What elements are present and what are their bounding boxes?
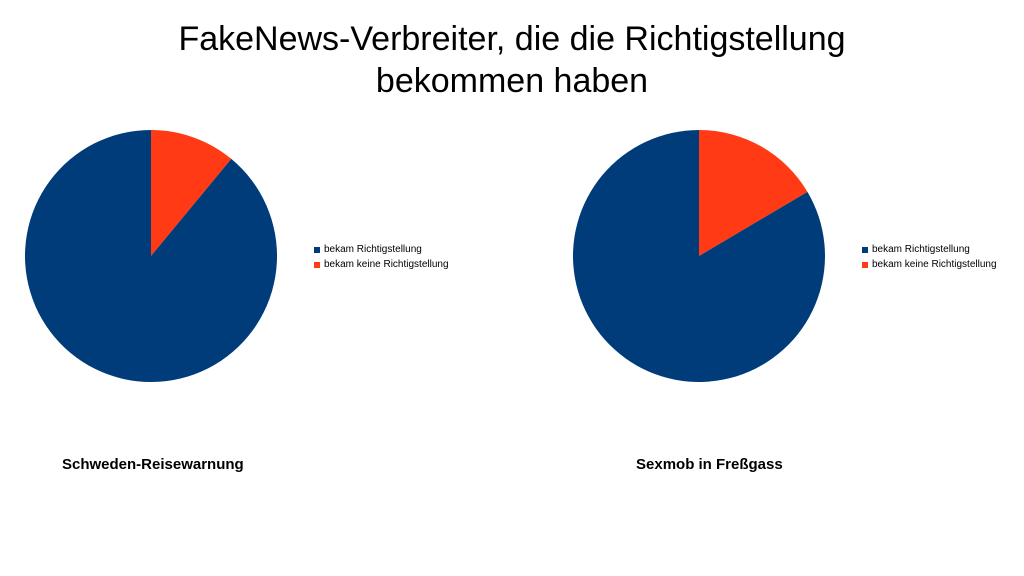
legend-label: bekam Richtigstellung bbox=[324, 244, 422, 255]
legend-label: bekam Richtigstellung bbox=[872, 244, 970, 255]
pie-chart-schweden: bekam Richtigstellung bekam keine Richti… bbox=[0, 120, 512, 410]
pie-slice bbox=[699, 130, 808, 256]
legend-item: bekam Richtigstellung bbox=[862, 242, 997, 257]
chart-title-schweden: Schweden-Reisewarnung bbox=[62, 456, 244, 473]
pie-slice bbox=[151, 130, 232, 256]
page-title-line-1: FakeNews-Verbreiter, die die Richtigstel… bbox=[178, 20, 846, 58]
pie-slice bbox=[25, 130, 278, 382]
legend-swatch bbox=[314, 246, 320, 253]
page-title-line-2: bekommen haben bbox=[375, 62, 649, 100]
pie-chart-sexmob: bekam Richtigstellung bekam keine Richti… bbox=[548, 120, 1024, 410]
page-title: FakeNews-Verbreiter, die die Richtigstel… bbox=[0, 18, 1024, 102]
legend-label: bekam keine Richtigstellung bbox=[324, 259, 449, 270]
chart-legend: bekam Richtigstellung bekam keine Richti… bbox=[862, 242, 997, 272]
pie-slice bbox=[573, 130, 825, 382]
chart-legend: bekam Richtigstellung bekam keine Richti… bbox=[314, 242, 449, 272]
pie-chart-svg bbox=[25, 130, 278, 382]
legend-label: bekam keine Richtigstellung bbox=[872, 259, 997, 270]
legend-swatch bbox=[862, 246, 868, 253]
legend-swatch bbox=[862, 261, 868, 268]
legend-swatch bbox=[314, 261, 320, 268]
pie-chart-svg bbox=[573, 130, 825, 382]
legend-item: bekam keine Richtigstellung bbox=[862, 257, 997, 272]
legend-item: bekam Richtigstellung bbox=[314, 242, 449, 257]
chart-title-sexmob: Sexmob in Freßgass bbox=[636, 456, 783, 473]
legend-item: bekam keine Richtigstellung bbox=[314, 257, 449, 272]
